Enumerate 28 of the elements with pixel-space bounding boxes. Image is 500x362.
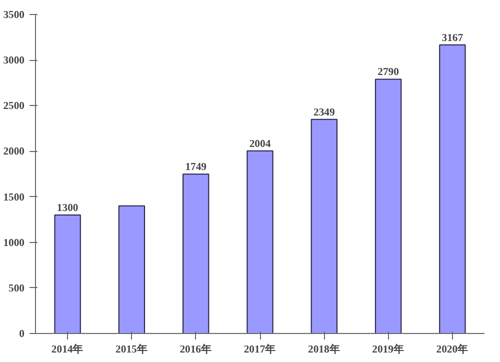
data-label: 3167 [442, 32, 464, 44]
bar [310, 118, 338, 334]
y-tick-label: 2500 [3, 101, 24, 112]
bar [182, 174, 210, 334]
x-tick-label: 2016年 [180, 342, 212, 356]
data-label: 1749 [185, 162, 207, 174]
x-tick-label: 2020年 [436, 342, 469, 356]
y-tick-label: 1000 [3, 238, 24, 249]
data-label: 2790 [378, 67, 399, 78]
data-label: 2349 [313, 107, 335, 118]
x-tick-label: 2014年 [51, 342, 84, 356]
x-tick-label: 2017年 [244, 342, 276, 356]
bar [439, 44, 466, 334]
y-tick-label: 0 [19, 329, 24, 340]
data-label: 2004 [249, 138, 272, 150]
data-label: 1300 [56, 203, 78, 214]
bar [54, 214, 81, 334]
y-tick-label: 3500 [3, 10, 24, 21]
bar [118, 205, 146, 334]
y-tick-label: 1500 [3, 192, 24, 204]
x-tick-label: 2015年 [116, 342, 148, 356]
bar [374, 78, 402, 334]
x-tick-label: 2018年 [308, 342, 340, 356]
bar [246, 150, 274, 334]
y-tick-label: 2000 [3, 146, 24, 158]
y-tick-label: 500 [8, 283, 24, 294]
x-tick-label: 2019年 [372, 342, 404, 356]
y-tick-label: 3000 [3, 56, 24, 67]
